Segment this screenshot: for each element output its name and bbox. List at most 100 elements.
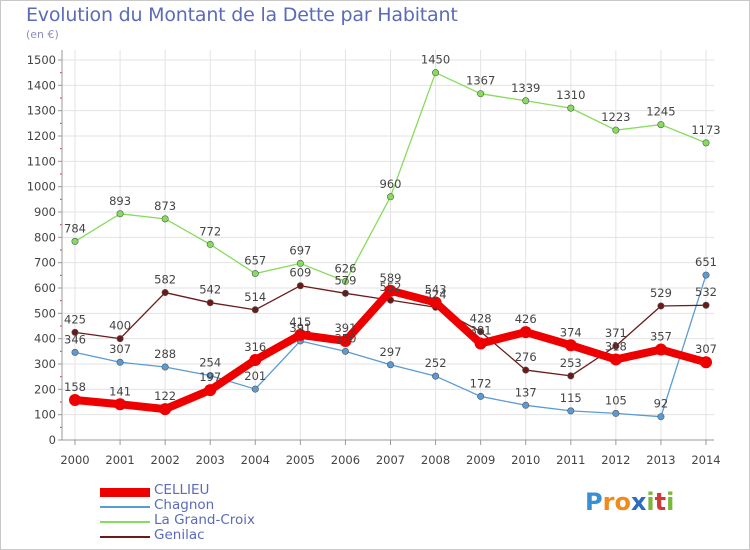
- x-tick-label: 2011: [556, 453, 585, 467]
- legend-swatch-genilac: [100, 536, 150, 538]
- x-tick-label: 2002: [151, 453, 180, 467]
- data-label-la-grand-croix: 960: [380, 177, 402, 191]
- y-tick-label: 1400: [27, 78, 56, 92]
- chart-title: Evolution du Montant de la Dette par Hab…: [26, 4, 458, 26]
- data-point-genilac: [522, 366, 530, 374]
- data-label-chagnon: 254: [199, 356, 221, 370]
- x-tick-label: 2010: [511, 453, 540, 467]
- data-point-chagnon: [477, 392, 485, 400]
- data-point-la-grand-croix: [612, 126, 620, 134]
- data-label-cellieu: 318: [605, 339, 627, 353]
- x-tick-label: 2007: [376, 453, 405, 467]
- data-point-cellieu: [384, 284, 397, 297]
- axes: [58, 50, 714, 445]
- data-label-genilac: 428: [470, 312, 492, 326]
- data-label-chagnon: 172: [470, 376, 492, 390]
- data-point-cellieu: [294, 328, 307, 341]
- y-tick-label: 500: [34, 306, 56, 320]
- data-point-genilac: [206, 299, 214, 307]
- data-label-cellieu: 381: [470, 323, 492, 337]
- data-label-cellieu: 589: [380, 271, 402, 285]
- chart-subtitle: (en €): [26, 28, 59, 41]
- y-tick-label: 200: [34, 382, 56, 396]
- data-point-chagnon: [206, 372, 214, 380]
- data-label-chagnon: 92: [654, 397, 669, 411]
- legend-swatch-cellieu: [100, 487, 150, 497]
- data-point-chagnon: [251, 385, 259, 393]
- series-layer: [69, 69, 712, 421]
- data-point-chagnon: [522, 401, 530, 409]
- proxiti-logo: Proxiti: [585, 488, 674, 516]
- data-label-la-grand-croix: 657: [244, 254, 266, 268]
- legend-label-genilac: Genilac: [154, 527, 205, 543]
- data-point-la-grand-croix: [567, 104, 575, 112]
- logo-letter: t: [654, 488, 667, 516]
- data-point-cellieu: [339, 334, 352, 347]
- data-point-la-grand-croix: [341, 277, 349, 285]
- data-point-cellieu: [474, 337, 487, 350]
- data-label-cellieu: 391: [334, 321, 356, 335]
- x-tick-label: 2013: [646, 453, 675, 467]
- data-label-genilac: 529: [650, 286, 672, 300]
- data-label-chagnon: 297: [380, 345, 402, 359]
- data-point-la-grand-croix: [386, 193, 394, 201]
- data-point-genilac: [296, 282, 304, 290]
- x-tick-label: 2012: [601, 453, 630, 467]
- y-tick-label: 100: [34, 408, 56, 422]
- data-label-genilac: 514: [244, 290, 266, 304]
- x-tick-label: 2014: [691, 453, 720, 467]
- data-point-la-grand-croix: [702, 139, 710, 147]
- data-label-chagnon: 651: [695, 255, 717, 269]
- data-label-la-grand-croix: 1245: [646, 105, 675, 119]
- data-point-cellieu: [654, 343, 667, 356]
- data-label-la-grand-croix: 1223: [601, 110, 630, 124]
- data-label-cellieu: 543: [425, 282, 447, 296]
- data-label-genilac: 582: [154, 273, 176, 287]
- data-point-la-grand-croix: [206, 240, 214, 248]
- data-label-cellieu: 415: [289, 315, 311, 329]
- data-label-chagnon: 137: [515, 385, 537, 399]
- legend-swatch-chagnon: [100, 506, 150, 508]
- data-label-genilac: 276: [515, 350, 537, 364]
- logo-letter: r: [602, 488, 615, 516]
- data-label-la-grand-croix: 1310: [556, 88, 585, 102]
- x-tick-label: 2009: [466, 453, 495, 467]
- data-label-genilac: 425: [64, 312, 86, 326]
- data-label-chagnon: 115: [560, 391, 582, 405]
- data-label-la-grand-croix: 873: [154, 199, 176, 213]
- data-point-la-grand-croix: [116, 210, 124, 218]
- logo-letter: P: [585, 488, 603, 516]
- data-label-la-grand-croix: 1173: [691, 123, 720, 137]
- data-point-cellieu: [609, 353, 622, 366]
- data-label-chagnon: 252: [425, 356, 447, 370]
- data-label-genilac: 579: [334, 273, 356, 287]
- data-point-cellieu: [519, 326, 532, 339]
- y-tick-label: 1100: [27, 154, 56, 168]
- data-point-cellieu: [114, 398, 127, 411]
- data-point-genilac: [161, 289, 169, 297]
- data-point-genilac: [116, 335, 124, 343]
- grid-lines: [62, 50, 714, 440]
- data-point-chagnon: [702, 271, 710, 279]
- data-label-genilac: 253: [560, 356, 582, 370]
- data-point-cellieu: [159, 403, 172, 416]
- logo-letter: x: [630, 488, 647, 516]
- data-point-la-grand-croix: [296, 259, 304, 267]
- data-point-chagnon: [161, 363, 169, 371]
- y-tick-label: 900: [34, 205, 56, 219]
- logo-letter: i: [666, 488, 675, 516]
- y-tick-label: 700: [34, 256, 56, 270]
- data-point-genilac: [477, 328, 485, 336]
- data-label-la-grand-croix: 893: [109, 194, 131, 208]
- data-label-genilac: 542: [199, 283, 221, 297]
- data-point-la-grand-croix: [71, 237, 79, 245]
- data-label-genilac: 524: [425, 287, 447, 301]
- data-point-chagnon: [657, 413, 665, 421]
- data-point-genilac: [341, 289, 349, 297]
- data-point-la-grand-croix: [657, 121, 665, 129]
- data-label-genilac: 552: [380, 280, 402, 294]
- data-point-chagnon: [612, 409, 620, 417]
- data-point-cellieu: [700, 356, 712, 369]
